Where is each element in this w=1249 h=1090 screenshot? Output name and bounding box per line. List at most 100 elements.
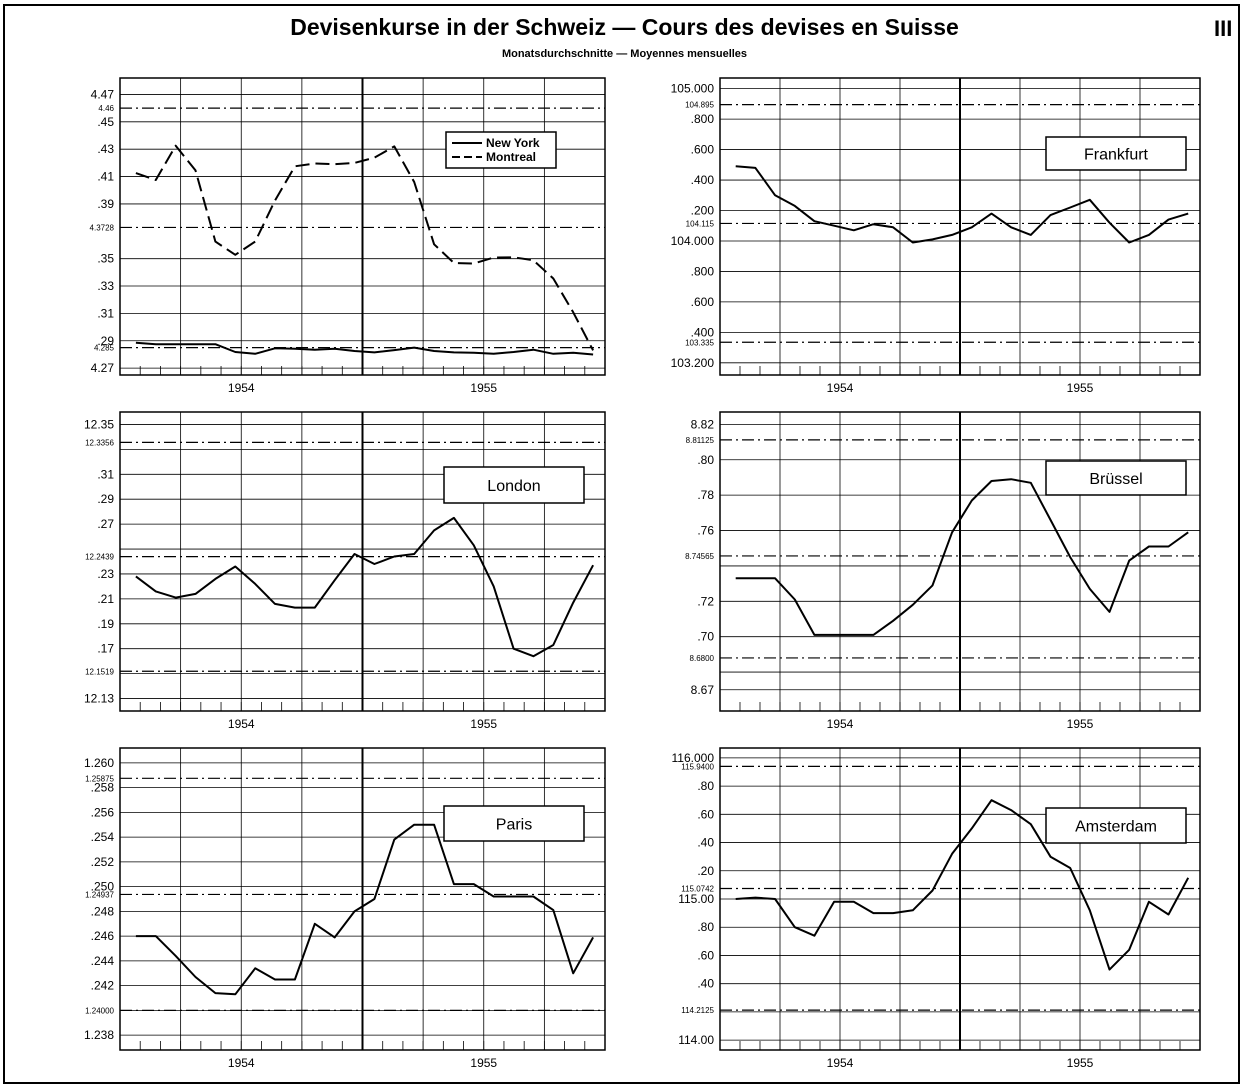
y-tick-label: .43: [97, 142, 114, 156]
y-tick-label: .39: [97, 197, 114, 211]
reference-label: 4.3728: [90, 223, 115, 232]
x-tick-label: 1955: [470, 381, 497, 395]
page-frame: [3, 4, 1240, 1084]
chart-5: 1.260 .258 .256 .254 .252 .250 .248 .246 .244 .24…: [84, 747, 606, 1070]
x-tick-label: 1954: [827, 381, 854, 395]
y-tick-label: 104.000: [671, 234, 715, 248]
y-tick-label: 1.238: [84, 1028, 114, 1042]
reference-label: 12.2439: [85, 553, 114, 562]
y-tick-label: .35: [97, 252, 114, 266]
series-line: [135, 341, 594, 356]
y-tick-label: .20: [697, 864, 714, 878]
y-tick-label: .31: [97, 467, 114, 481]
x-tick-label: 1954: [827, 717, 854, 731]
y-tick-label: .200: [691, 204, 715, 218]
y-tick-label: .80: [697, 920, 714, 934]
y-tick-label: .246: [91, 929, 115, 943]
y-tick-label: .258: [91, 781, 115, 795]
y-tick-label: .29: [97, 334, 114, 348]
chart-title-box: [443, 805, 585, 842]
y-tick-label: .600: [691, 295, 715, 309]
y-tick-label: .27: [97, 517, 114, 531]
y-tick-label: .400: [691, 325, 715, 339]
reference-label: 1.24000: [85, 1006, 114, 1015]
y-tick-label: .248: [91, 904, 115, 918]
y-tick-label: .250: [91, 880, 115, 894]
reference-label: 8.81125: [686, 436, 715, 445]
y-tick-label: .19: [97, 617, 114, 631]
y-tick-label: .254: [91, 830, 115, 844]
chart-title: Brüssel: [1089, 471, 1142, 488]
y-tick-label: .242: [91, 979, 115, 993]
y-tick-label: .80: [697, 779, 714, 793]
reference-label: 103.335: [685, 338, 714, 347]
chart-title: Amsterdam: [1075, 819, 1157, 836]
reference-label: 104.115: [686, 219, 715, 228]
x-tick-label: 1954: [827, 1056, 854, 1070]
reference-label: 8.74565: [685, 552, 714, 561]
series-line: [135, 823, 594, 996]
chart-4: 8.82 .80 .78 .76 .72 .70 8.67 8.81125 8.74565 8.6…: [685, 411, 1201, 731]
y-tick-label: 1.260: [84, 756, 114, 770]
legend-label: Montreal: [486, 150, 536, 164]
chart-title: Frankfurt: [1084, 147, 1149, 164]
y-tick-label: .70: [697, 630, 714, 644]
chart-title-box: [443, 466, 585, 504]
reference-label: 1.25875: [85, 774, 114, 783]
reference-label: 8.6800: [690, 654, 715, 663]
series-line: [135, 516, 594, 658]
y-tick-label: .252: [91, 855, 115, 869]
reference-label: 115.9400: [681, 762, 714, 771]
reference-label: 114.2125: [681, 1006, 714, 1015]
y-tick-label: .800: [691, 112, 715, 126]
y-tick-label: .45: [97, 115, 114, 129]
reference-label: 4.46: [98, 104, 114, 113]
page-subtitle: Monatsdurchschnitte — Moyennes mensuelle…: [501, 48, 748, 60]
chart-title-box: [1045, 136, 1187, 171]
y-tick-label: 105.000: [671, 82, 715, 96]
legend-box: [445, 131, 557, 169]
y-tick-label: .80: [697, 453, 714, 467]
y-tick-label: .23: [97, 567, 114, 581]
page-title: Devisenkurse in der Schweiz — Cours des …: [290, 14, 959, 40]
y-tick-label: .600: [691, 143, 715, 157]
y-tick-label: .40: [697, 836, 714, 850]
series-line: [735, 478, 1189, 636]
y-tick-label: 4.47: [91, 87, 115, 101]
chart-title-box: [1045, 460, 1187, 496]
y-tick-label: 115.00: [678, 892, 714, 906]
y-tick-label: 114.00: [678, 1033, 714, 1047]
reference-label: 1.24937: [85, 890, 114, 899]
x-tick-label: 1955: [1067, 381, 1094, 395]
legend-label: New York: [486, 136, 540, 150]
x-tick-label: 1955: [1067, 717, 1094, 731]
series-line: [735, 165, 1189, 244]
x-tick-label: 1955: [470, 717, 497, 731]
x-tick-label: 1955: [1067, 1056, 1094, 1070]
page-number: III: [1214, 16, 1233, 41]
y-tick-label: .244: [91, 954, 115, 968]
x-tick-label: 1954: [228, 717, 255, 731]
y-tick-label: .78: [697, 488, 714, 502]
y-tick-label: .60: [697, 807, 714, 821]
chart-6: 116.000 .80 .60 .40 .20 115.00 .80 .60 .40 114.00…: [672, 747, 1201, 1070]
y-tick-label: .800: [691, 264, 715, 278]
y-tick-label: .29: [97, 492, 114, 506]
y-tick-label: .41: [97, 170, 114, 184]
y-tick-label: 12.35: [84, 417, 114, 431]
y-tick-label: .17: [97, 642, 114, 656]
y-tick-label: .72: [697, 594, 714, 608]
chart-title: London: [487, 478, 540, 495]
reference-label: 4.285: [94, 344, 115, 353]
y-tick-label: .256: [91, 805, 115, 819]
chart-3: 12.35 .31 .29 .27 .23 .21 .19 .17 12.13 12.3356 12…: [84, 411, 606, 731]
y-tick-label: 12.13: [84, 692, 114, 706]
y-tick-label: .21: [97, 592, 114, 606]
y-tick-label: .40: [697, 977, 714, 991]
chart-2: 105.000 .800 .600 .400 .200 104.000 .800 .600 .4…: [671, 77, 1201, 395]
y-tick-label: 103.200: [671, 356, 715, 370]
chart-title-box: [1045, 807, 1187, 844]
reference-label: 104.895: [685, 101, 714, 110]
chart-1: 4.47 .45 .43 .41 .39 .35 .33 .31 .29 4.27 4.46 4.37…: [90, 77, 606, 395]
reference-label: 115.0742: [681, 885, 714, 894]
